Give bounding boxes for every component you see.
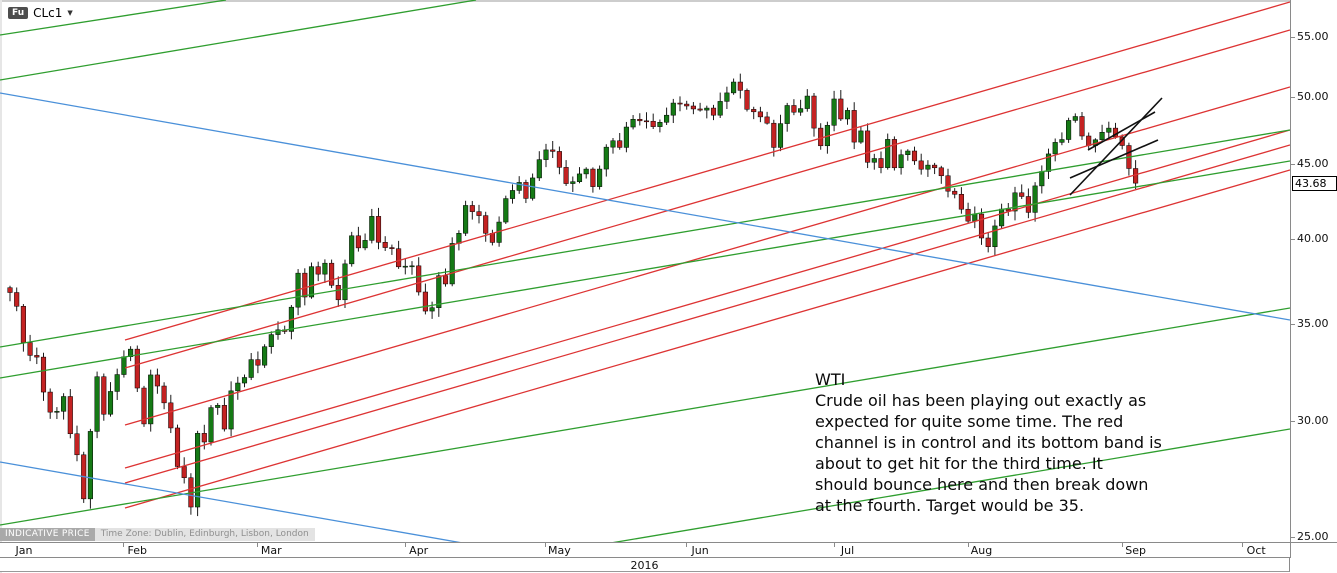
green-channel-line[interactable]: [0, 0, 477, 81]
indicative-price-label: INDICATIVE PRICE: [0, 528, 95, 541]
month-tick: [545, 543, 547, 547]
month-tick: [404, 543, 406, 547]
blue-channel-line[interactable]: [0, 92, 1290, 321]
month-label: Oct: [1246, 544, 1266, 557]
price-tick-mark: [1291, 37, 1295, 38]
month-tick: [686, 543, 688, 547]
month-label: May: [548, 544, 571, 557]
month-label: Jan: [15, 544, 33, 557]
month-tick: [1242, 543, 1244, 547]
month-tick: [967, 543, 969, 547]
year-axis: 2016: [0, 557, 1290, 572]
analyst-annotation: WTI Crude oil has been playing out exactl…: [815, 369, 1162, 516]
green-channel-line[interactable]: [432, 428, 1290, 542]
red-channel-line[interactable]: [124, 169, 1290, 509]
price-tick-label: 30.00: [1297, 414, 1329, 428]
drawn-trendline[interactable]: [1069, 97, 1163, 196]
timezone-label: Time Zone: Dublin, Edinburgh, Lisbon, Lo…: [94, 528, 315, 541]
green-channel-line[interactable]: [0, 160, 1290, 379]
price-tick-label: 25.00: [1297, 530, 1329, 543]
last-price-badge: 43.68: [1292, 175, 1337, 191]
green-channel-line[interactable]: [0, 129, 1290, 348]
month-label: Mar: [260, 544, 282, 557]
month-tick: [257, 543, 259, 547]
month-label: Aug: [970, 544, 993, 557]
annotation-line: Crude oil has been playing out exactly a…: [815, 391, 1147, 410]
price-tick-label: 45.00: [1297, 157, 1329, 171]
month-label: Feb: [127, 544, 148, 557]
price-tick-label: 55.00: [1297, 30, 1329, 43]
candlestick-chart-canvas[interactable]: [0, 0, 1290, 542]
annotation-line: about to get hit for the third time. It: [815, 454, 1103, 473]
window-left-border: [0, 0, 2, 573]
year-label: 2016: [630, 559, 659, 572]
price-tick-label: 35.00: [1297, 316, 1329, 330]
price-tick-mark: [1291, 97, 1295, 99]
blue-channel-line[interactable]: [0, 461, 634, 542]
month-label: Jul: [840, 544, 855, 557]
ticker-symbol: CLc1: [33, 6, 63, 20]
price-tick-label: 40.00: [1297, 231, 1329, 245]
instrument-type-badge: Fu: [8, 7, 29, 19]
green-channel-line[interactable]: [0, 307, 1290, 526]
chevron-down-icon[interactable]: ▼: [67, 9, 73, 17]
price-tick-label: 50.00: [1297, 90, 1329, 104]
annotation-line: WTI: [815, 370, 846, 389]
price-axis[interactable]: 43.68 55.00 50.00 45.00 40.00 35.00 30.00 25.0…: [1290, 0, 1337, 543]
status-bar: INDICATIVE PRICE Time Zone: Dublin, Edin…: [0, 528, 315, 541]
month-tick: [833, 543, 835, 547]
drawn-trendline[interactable]: [1069, 139, 1159, 179]
month-label: Apr: [409, 544, 429, 557]
candlestick-series[interactable]: [7, 73, 1139, 517]
window-top-border: [0, 0, 1337, 2]
annotation-line: expected for quite some time. The red: [815, 412, 1124, 431]
annotation-line: channel is in control and its bottom ban…: [815, 433, 1162, 452]
red-channel-line[interactable]: [124, 1, 1290, 341]
red-channel-line[interactable]: [124, 86, 1290, 426]
green-channel-line[interactable]: [0, 0, 227, 36]
instrument-selector[interactable]: Fu CLc1 ▼: [8, 6, 73, 20]
month-tick: [123, 543, 125, 547]
price-tick-mark: [1291, 164, 1295, 166]
annotation-line: at the fourth. Target would be 35.: [815, 496, 1085, 515]
red-channel-line[interactable]: [124, 144, 1290, 484]
month-label: Jun: [691, 544, 709, 557]
time-axis[interactable]: Jan Feb Mar Apr May Jun Jul Aug Sep Oct: [0, 542, 1337, 558]
price-tick-mark: [1291, 537, 1295, 538]
month-tick: [1121, 543, 1123, 547]
price-tick-mark: [1291, 238, 1295, 240]
red-channel-line[interactable]: [124, 29, 1290, 369]
red-channel-line[interactable]: [124, 129, 1290, 469]
annotation-line: should bounce here and then break down: [815, 475, 1149, 494]
price-tick-mark: [1291, 323, 1295, 325]
drawn-trendline[interactable]: [1087, 111, 1156, 151]
month-label: Sep: [1125, 544, 1146, 557]
price-tick-mark: [1291, 421, 1295, 423]
axis-corner-divider: [1290, 543, 1291, 558]
